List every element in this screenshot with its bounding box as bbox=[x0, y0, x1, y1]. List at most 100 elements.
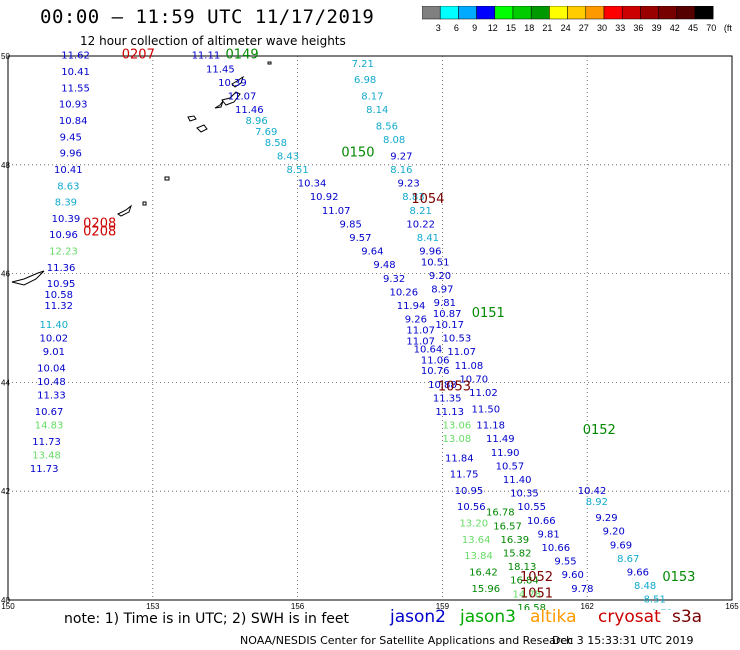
island-outline bbox=[142, 201, 147, 206]
data-point-label: 11.07 bbox=[322, 206, 351, 217]
data-point-label: 9.85 bbox=[340, 219, 362, 230]
colorbar-label: 39 bbox=[652, 23, 662, 33]
data-point-label: 9.78 bbox=[571, 584, 593, 595]
data-point-label: 10.56 bbox=[457, 502, 486, 513]
track-id-label: 0208 bbox=[83, 225, 116, 240]
data-point-label: 10.88 bbox=[428, 380, 457, 391]
data-point-label: 10.57 bbox=[496, 461, 525, 472]
mission-label-cryosat: cryosat bbox=[598, 607, 661, 627]
data-point-label: 9.20 bbox=[603, 527, 625, 538]
colorbar-label: 12 bbox=[488, 23, 498, 33]
data-point-label: 8.39 bbox=[55, 198, 77, 209]
data-point-label: 8.14 bbox=[366, 105, 388, 116]
data-point-label: 8.51 bbox=[644, 595, 666, 606]
data-point-label: 16.84 bbox=[510, 576, 539, 587]
data-point-label: 10.41 bbox=[54, 165, 83, 176]
data-point-label: 11.62 bbox=[61, 51, 90, 62]
data-point-label: 11.07 bbox=[406, 336, 435, 347]
mission-label-s3a: s3a bbox=[672, 607, 703, 627]
data-point-label: 9.96 bbox=[60, 149, 82, 160]
colorbar-label: 3 bbox=[436, 23, 441, 33]
colorbar-label: 45 bbox=[688, 23, 698, 33]
data-point-label: 7.21 bbox=[352, 59, 374, 70]
data-point-label: 8.21 bbox=[410, 206, 432, 217]
data-point-label: 10.41 bbox=[61, 67, 90, 78]
island-outline bbox=[164, 176, 170, 181]
data-point-label: 10.04 bbox=[37, 364, 66, 375]
data-point-label: 10.95 bbox=[47, 279, 76, 290]
data-point-label: 10.35 bbox=[510, 489, 539, 500]
data-point-label: 11.07 bbox=[406, 325, 435, 336]
data-point-label: 10.93 bbox=[59, 100, 88, 111]
data-point-label: 13.48 bbox=[32, 451, 61, 462]
footer-note: note: 1) Time is in UTC; 2) SWH is in fe… bbox=[64, 611, 350, 627]
data-point-label: 11.02 bbox=[469, 388, 498, 399]
data-point-label: 18.13 bbox=[508, 562, 537, 573]
y-tick-label: 46 bbox=[1, 270, 10, 279]
data-point-label: 11.08 bbox=[455, 361, 484, 372]
colorbar-label: 27 bbox=[579, 23, 589, 33]
data-point-label: 11.55 bbox=[61, 83, 90, 94]
data-point-label: 10.84 bbox=[59, 116, 88, 127]
data-point-label: 10.51 bbox=[421, 257, 450, 268]
island-outline bbox=[221, 91, 241, 106]
data-point-label: 11.73 bbox=[32, 437, 61, 448]
data-point-label: 9.01 bbox=[43, 347, 65, 358]
data-point-label: 9.66 bbox=[627, 568, 649, 579]
data-point-label: 8.08 bbox=[383, 135, 405, 146]
colorbar-label: 6 bbox=[454, 23, 459, 33]
data-point-label: 9.96 bbox=[419, 247, 441, 258]
data-point-label: 10.87 bbox=[433, 309, 462, 320]
data-point-label: 9.60 bbox=[562, 570, 584, 581]
data-point-label: 11.49 bbox=[486, 434, 515, 445]
data-point-label: 9.45 bbox=[60, 132, 82, 143]
x-tick-label: 165 bbox=[725, 602, 739, 610]
data-point-label: 12.23 bbox=[49, 247, 78, 258]
data-point-label: 10.53 bbox=[443, 334, 472, 345]
data-point-label: 14.78 bbox=[513, 589, 542, 600]
data-point-label: 9.27 bbox=[390, 151, 412, 162]
data-point-label: 10.67 bbox=[35, 407, 64, 418]
track-id-label: 0149 bbox=[226, 48, 259, 63]
data-point-label: 10.96 bbox=[49, 230, 78, 241]
colorbar-label: (ft) bbox=[724, 23, 732, 33]
island-outline bbox=[187, 115, 197, 122]
data-point-label: 9.20 bbox=[429, 271, 451, 282]
data-point-label: 10.58 bbox=[44, 290, 73, 301]
colorbar-label: 18 bbox=[524, 23, 534, 33]
data-point-label: 9.48 bbox=[373, 260, 395, 271]
x-tick-label: 156 bbox=[291, 602, 305, 610]
data-point-label: 8.58 bbox=[265, 138, 287, 149]
data-point-label: 10.92 bbox=[310, 192, 339, 203]
colorbar-label: 36 bbox=[633, 23, 643, 33]
data-point-label: 10.48 bbox=[37, 377, 66, 388]
island-outline bbox=[11, 270, 45, 286]
data-point-label: 13.84 bbox=[464, 551, 493, 562]
track-id-label: 0152 bbox=[583, 423, 616, 438]
y-tick-label: 44 bbox=[1, 378, 10, 387]
data-point-label: 7.69 bbox=[255, 127, 277, 138]
data-point-label: 8.83 bbox=[402, 192, 424, 203]
data-point-label: 10.66 bbox=[527, 516, 556, 527]
x-tick-label: 162 bbox=[581, 602, 595, 610]
colorbar-label: 21 bbox=[542, 23, 552, 33]
colorbar-label: 70 bbox=[706, 23, 716, 33]
data-point-label: 11.46 bbox=[235, 105, 264, 116]
data-point-label: 8.51 bbox=[286, 165, 308, 176]
footer-timestamp: Dec 3 15:33:31 UTC 2019 bbox=[552, 634, 694, 647]
data-point-label: 9.81 bbox=[537, 529, 559, 540]
data-point-label: 15.82 bbox=[503, 548, 532, 559]
colorbar-label: 15 bbox=[506, 23, 516, 33]
data-point-label: 11.32 bbox=[44, 301, 73, 312]
data-point-label: 9.55 bbox=[554, 557, 576, 568]
data-point-label: 9.57 bbox=[349, 233, 371, 244]
data-point-label: 11.40 bbox=[503, 475, 532, 486]
data-point-label: 15.96 bbox=[472, 584, 501, 595]
data-point-label: 13.06 bbox=[443, 421, 472, 432]
island-outline bbox=[267, 61, 272, 65]
data-point-label: 8.97 bbox=[431, 285, 453, 296]
track-id-label: 0153 bbox=[662, 570, 695, 585]
y-tick-label: 40 bbox=[1, 596, 10, 605]
track-id-label: 0150 bbox=[341, 146, 374, 161]
